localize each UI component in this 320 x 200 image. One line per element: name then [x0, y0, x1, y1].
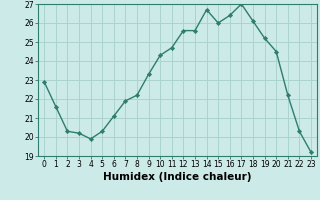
X-axis label: Humidex (Indice chaleur): Humidex (Indice chaleur) — [103, 172, 252, 182]
